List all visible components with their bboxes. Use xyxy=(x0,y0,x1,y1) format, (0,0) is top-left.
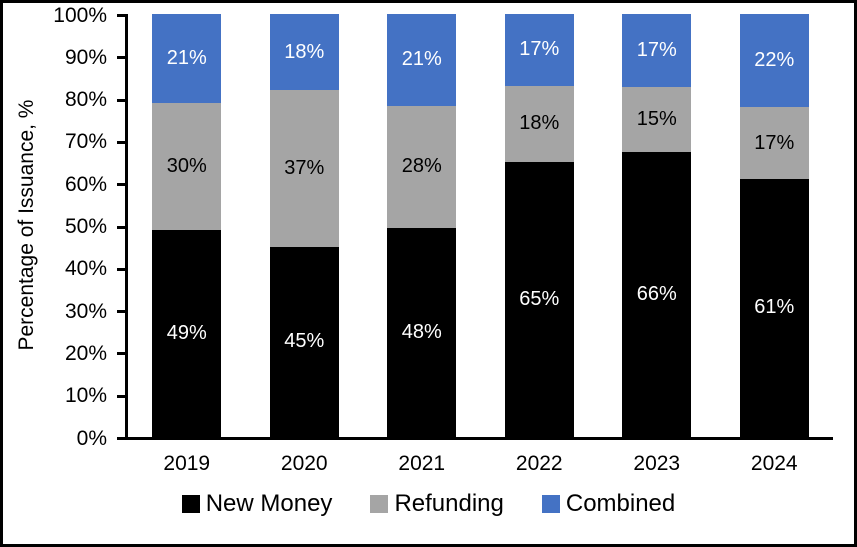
x-axis-label-2019: 2019 xyxy=(163,452,211,475)
bar-column-2024: 22% 17% 61% xyxy=(716,14,834,437)
y-tick-label: 60% xyxy=(64,172,107,196)
bar-segment-combined-2021: 21% xyxy=(387,14,457,106)
y-tick-mark xyxy=(117,352,125,356)
legend-label: Refunding xyxy=(394,490,504,517)
x-axis-label-2024: 2024 xyxy=(750,452,798,475)
bar-segment-new-money-2019: 49% xyxy=(152,229,222,437)
bar-segment-combined-2019: 21% xyxy=(152,14,222,103)
bar-segment-refunding-2019: 30% xyxy=(152,102,222,230)
y-tick-mark xyxy=(117,183,125,187)
x-axis-line xyxy=(117,437,833,440)
y-tick-mark xyxy=(117,225,125,229)
bar-segment-refunding-2023: 15% xyxy=(622,87,692,153)
y-tick-label: 0% xyxy=(76,426,107,450)
y-tick-label: 20% xyxy=(64,341,107,365)
legend-swatch-icon xyxy=(541,495,560,513)
y-tick-label: 70% xyxy=(64,130,107,154)
bar-segment-refunding-2020: 37% xyxy=(269,90,339,247)
x-axis-label-2023: 2023 xyxy=(633,452,681,475)
bar-column-2019: 21% 30% 49% xyxy=(128,14,246,437)
y-tick-mark xyxy=(117,140,125,144)
y-tick-mark xyxy=(117,98,125,102)
stacked-bar-2024: 22% 17% 61% xyxy=(739,14,809,437)
stacked-bar-2021: 21% 28% 48% xyxy=(387,14,457,437)
stacked-bar-2022: 17% 18% 65% xyxy=(504,14,574,437)
stacked-bar-2019: 21% 30% 49% xyxy=(152,14,222,437)
bar-segment-combined-2022: 17% xyxy=(504,14,574,86)
y-tick-label: 80% xyxy=(64,88,107,112)
legend-swatch-icon xyxy=(370,495,389,513)
legend-label: New Money xyxy=(205,490,333,517)
bar-segment-refunding-2024: 17% xyxy=(739,107,809,179)
bar-segment-refunding-2021: 28% xyxy=(387,105,457,228)
legend: New Money Refunding Combined xyxy=(3,490,854,518)
y-tick-mark xyxy=(117,56,125,60)
legend-label: Combined xyxy=(565,490,676,517)
y-tick-mark xyxy=(117,14,125,17)
stacked-bar-2023: 17% 15% 66% xyxy=(622,14,692,437)
bar-column-2023: 17% 15% 66% xyxy=(598,14,716,437)
y-tick-label: 90% xyxy=(64,45,107,69)
bar-segment-refunding-2022: 18% xyxy=(504,85,574,163)
x-axis-label-2021: 2021 xyxy=(398,452,446,475)
y-axis-line xyxy=(125,14,128,440)
bar-column-2020: 18% 37% 45% xyxy=(246,14,364,437)
bar-column-2022: 17% 18% 65% xyxy=(481,14,599,437)
legend-item-combined: Combined xyxy=(541,490,676,518)
x-axis-labels: 2019 2020 2021 2022 2023 2024 xyxy=(128,452,833,475)
legend-item-new-money: New Money xyxy=(181,490,333,518)
bar-segment-new-money-2022: 65% xyxy=(504,162,574,437)
bar-segment-new-money-2021: 48% xyxy=(387,227,457,437)
x-axis-label-2020: 2020 xyxy=(280,452,328,475)
y-tick-label: 50% xyxy=(64,215,107,238)
y-tick-mark xyxy=(117,310,125,314)
y-tick-label: 10% xyxy=(64,384,107,408)
bar-segment-combined-2023: 17% xyxy=(622,14,692,88)
bar-segment-combined-2024: 22% xyxy=(739,14,809,108)
legend-item-refunding: Refunding xyxy=(370,490,504,518)
x-axis-label-2022: 2022 xyxy=(515,452,563,475)
bar-segment-new-money-2020: 45% xyxy=(269,246,339,437)
bars: 21% 30% 49% 18% 37% 45% 21% 28% 48% 17% 18% 65% 17% 1… xyxy=(128,14,833,437)
y-tick-mark xyxy=(117,267,125,271)
bar-segment-new-money-2023: 66% xyxy=(622,152,692,437)
y-tick-mark xyxy=(117,394,125,398)
stacked-bar-2020: 18% 37% 45% xyxy=(269,14,339,437)
bar-segment-combined-2020: 18% xyxy=(269,14,339,91)
bar-column-2021: 21% 28% 48% xyxy=(363,14,481,437)
legend-swatch-icon xyxy=(181,495,200,513)
y-tick-label: 100% xyxy=(53,3,107,27)
bar-segment-new-money-2024: 61% xyxy=(739,178,809,437)
y-tick-label: 30% xyxy=(64,299,107,323)
y-tick-label: 40% xyxy=(64,257,107,281)
